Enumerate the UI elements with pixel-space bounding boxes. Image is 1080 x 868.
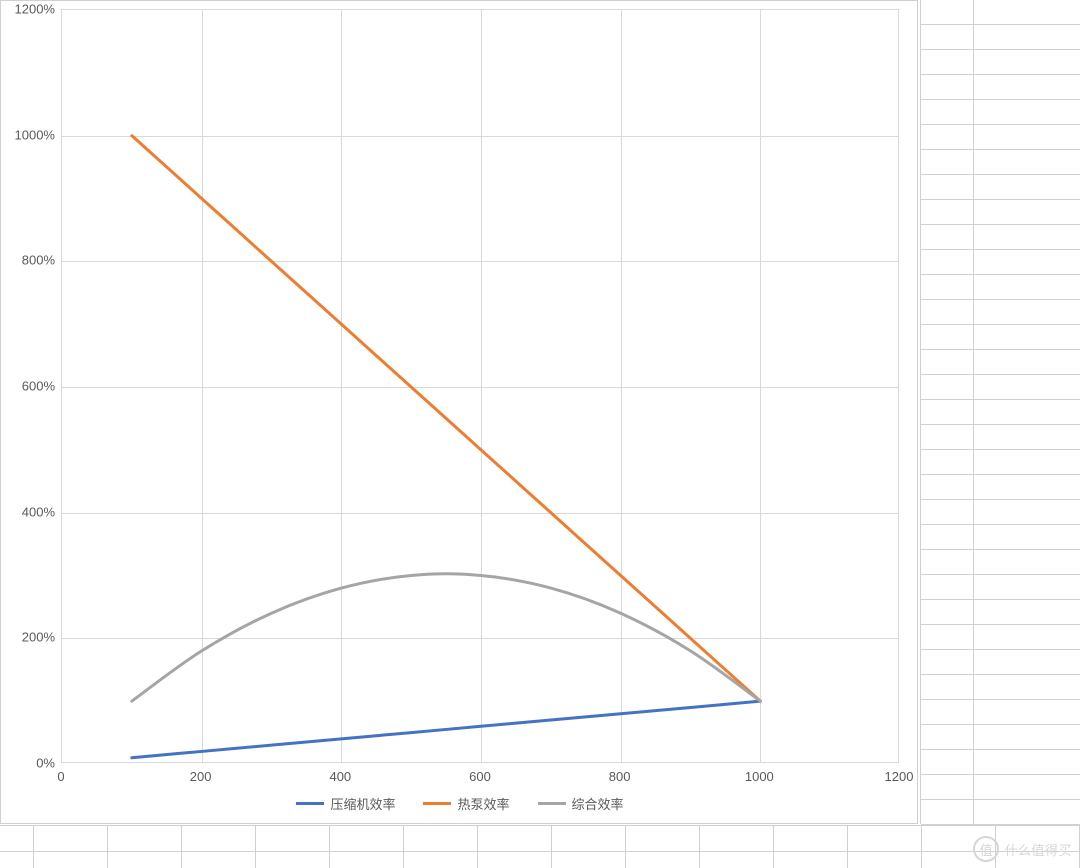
legend-label: 综合效率: [572, 794, 624, 813]
legend-swatch: [296, 802, 324, 805]
sheet-row[interactable]: [921, 500, 1080, 525]
x-axis-label: 1000: [729, 769, 789, 784]
sheet-cell[interactable]: [700, 852, 774, 868]
sheet-cell[interactable]: [700, 826, 774, 851]
legend-item[interactable]: 综合效率: [538, 794, 624, 813]
legend-item[interactable]: 热泵效率: [423, 794, 509, 813]
sheet-row[interactable]: [921, 625, 1080, 650]
legend-swatch: [423, 802, 451, 805]
series-line: [132, 136, 761, 702]
sheet-row[interactable]: [921, 675, 1080, 700]
legend-label: 压缩机效率: [330, 794, 395, 813]
sheet-cell[interactable]: [34, 852, 108, 868]
sheet-row[interactable]: [921, 750, 1080, 775]
sheet-row[interactable]: [921, 175, 1080, 200]
sheet-row[interactable]: [921, 650, 1080, 675]
sheet-row[interactable]: [921, 300, 1080, 325]
column-divider: [973, 0, 974, 824]
sheet-row[interactable]: [921, 0, 1080, 25]
x-axis-label: 600: [450, 769, 510, 784]
sheet-row[interactable]: [921, 350, 1080, 375]
spreadsheet-bottom-panel: [0, 825, 1080, 868]
sheet-cell[interactable]: [478, 826, 552, 851]
sheet-row[interactable]: [921, 475, 1080, 500]
sheet-cell[interactable]: [774, 826, 848, 851]
sheet-cell[interactable]: [774, 852, 848, 868]
chart-lines: [62, 10, 900, 764]
sheet-row[interactable]: [921, 125, 1080, 150]
sheet-cell[interactable]: [182, 852, 256, 868]
watermark: 值 什么值得买: [973, 836, 1072, 862]
legend-item[interactable]: 压缩机效率: [296, 794, 395, 813]
plot-area: [61, 9, 899, 763]
sheet-cell[interactable]: [330, 826, 404, 851]
sheet-cell[interactable]: [552, 826, 626, 851]
sheet-cell[interactable]: [256, 826, 330, 851]
legend-label: 热泵效率: [457, 794, 509, 813]
sheet-row[interactable]: [921, 725, 1080, 750]
sheet-cell[interactable]: [256, 852, 330, 868]
sheet-cell[interactable]: [626, 826, 700, 851]
legend-swatch: [538, 802, 566, 805]
sheet-row[interactable]: [921, 600, 1080, 625]
x-axis-label: 0: [31, 769, 91, 784]
x-axis-label: 400: [310, 769, 370, 784]
sheet-cell[interactable]: [626, 852, 700, 868]
sheet-cell[interactable]: [404, 826, 478, 851]
sheet-row[interactable]: [921, 700, 1080, 725]
sheet-cell[interactable]: [182, 826, 256, 851]
x-axis-label: 800: [590, 769, 650, 784]
sheet-row[interactable]: [921, 375, 1080, 400]
watermark-text: 什么值得买: [1004, 840, 1072, 859]
sheet-row[interactable]: [0, 826, 1080, 852]
y-axis-label: 200%: [5, 630, 55, 645]
x-axis-label: 200: [171, 769, 231, 784]
sheet-cell[interactable]: [478, 852, 552, 868]
sheet-cell[interactable]: [552, 852, 626, 868]
sheet-row[interactable]: [921, 425, 1080, 450]
spreadsheet-right-panel: [920, 0, 1080, 824]
sheet-cell[interactable]: [404, 852, 478, 868]
sheet-cell[interactable]: [0, 826, 34, 851]
sheet-row[interactable]: [921, 450, 1080, 475]
series-line: [132, 574, 761, 701]
watermark-icon: 值: [973, 836, 999, 862]
sheet-cell[interactable]: [330, 852, 404, 868]
sheet-row[interactable]: [921, 525, 1080, 550]
y-axis-label: 400%: [5, 504, 55, 519]
sheet-row[interactable]: [921, 150, 1080, 175]
sheet-row[interactable]: [921, 275, 1080, 300]
y-axis-label: 800%: [5, 253, 55, 268]
sheet-row[interactable]: [921, 250, 1080, 275]
y-axis-label: 1200%: [5, 2, 55, 17]
sheet-cell[interactable]: [848, 826, 922, 851]
y-axis-label: 0%: [5, 756, 55, 771]
sheet-row[interactable]: [921, 25, 1080, 50]
sheet-row[interactable]: [921, 100, 1080, 125]
sheet-row[interactable]: [921, 200, 1080, 225]
sheet-cell[interactable]: [0, 852, 34, 868]
sheet-cell[interactable]: [108, 852, 182, 868]
chart-container: 压缩机效率热泵效率综合效率 0200400600800100012000%200…: [0, 0, 918, 824]
sheet-row[interactable]: [921, 800, 1080, 825]
sheet-row[interactable]: [921, 75, 1080, 100]
sheet-cell[interactable]: [108, 826, 182, 851]
sheet-row[interactable]: [921, 575, 1080, 600]
sheet-row[interactable]: [921, 550, 1080, 575]
sheet-row[interactable]: [921, 400, 1080, 425]
series-line: [132, 701, 761, 758]
sheet-cell[interactable]: [848, 852, 922, 868]
y-axis-label: 1000%: [5, 127, 55, 142]
y-axis-label: 600%: [5, 379, 55, 394]
sheet-row[interactable]: [921, 50, 1080, 75]
chart-legend: 压缩机效率 热泵效率 综合效率: [1, 793, 919, 813]
sheet-row[interactable]: [0, 852, 1080, 868]
sheet-row[interactable]: [921, 225, 1080, 250]
sheet-row[interactable]: [921, 775, 1080, 800]
sheet-cell[interactable]: [34, 826, 108, 851]
sheet-row[interactable]: [921, 325, 1080, 350]
